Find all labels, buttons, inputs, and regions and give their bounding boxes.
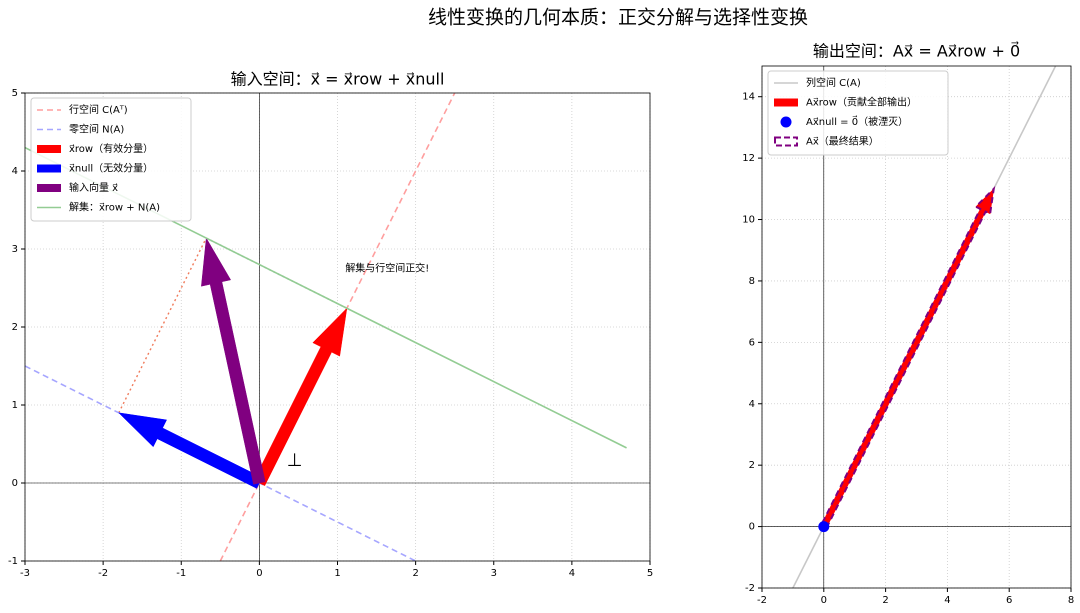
x-tick-label: 2 xyxy=(882,595,888,606)
y-tick-label: 6 xyxy=(749,337,755,348)
plot-area xyxy=(25,93,627,561)
annotation: ⊥ xyxy=(287,450,303,471)
x-tick-label: 0 xyxy=(821,595,827,606)
x-tick-label: 5 xyxy=(647,568,653,579)
plot-area xyxy=(792,66,1057,588)
x-tick-label: 0 xyxy=(256,568,262,579)
y-tick-label: 5 xyxy=(12,88,18,99)
series-line xyxy=(25,365,416,561)
y-tick-label: 4 xyxy=(12,166,18,177)
x-tick-label: -2 xyxy=(757,595,767,606)
x-tick-label: 2 xyxy=(412,568,418,579)
legend-label: x⃗null（无效分量） xyxy=(69,162,153,175)
arrow xyxy=(201,237,266,485)
legend-box xyxy=(767,70,949,156)
legend-swatch xyxy=(37,164,61,173)
y-tick-label: 0 xyxy=(12,478,18,489)
y-tick-label: 2 xyxy=(12,322,18,333)
guide xyxy=(118,237,207,414)
legend-label: Ax⃗null = 0⃗（被湮灭） xyxy=(806,115,908,128)
legend-label: 行空间 C(Aᵀ) xyxy=(69,103,128,116)
legend-swatch xyxy=(37,145,61,153)
subplot-title: 输出空间：Ax⃗ = Ax⃗row + 0⃗ xyxy=(813,41,1020,61)
legend-swatch xyxy=(774,98,798,107)
arrow xyxy=(819,185,996,530)
arrow xyxy=(253,307,348,487)
point xyxy=(818,521,830,533)
legend-label: Ax⃗row（贡献全部输出） xyxy=(806,96,917,109)
y-tick-label: 2 xyxy=(749,460,755,471)
arrow xyxy=(820,188,995,529)
legend-label: x⃗row（有效分量） xyxy=(69,142,153,155)
x-tick-label: 1 xyxy=(334,568,340,579)
legend-label: 零空间 N(A) xyxy=(69,123,124,136)
y-tick-label: 12 xyxy=(742,153,755,164)
x-tick-label: 4 xyxy=(944,595,950,606)
y-tick-label: 1 xyxy=(12,400,18,411)
y-tick-label: -1 xyxy=(8,556,18,567)
legend-swatch xyxy=(780,116,792,128)
y-tick-label: 4 xyxy=(749,399,755,410)
figure-title: 线性变换的几何本质：正交分解与选择性变换 xyxy=(428,7,808,29)
legend-swatch xyxy=(37,184,61,192)
x-tick-label: 4 xyxy=(569,568,575,579)
axes-frame xyxy=(24,92,651,562)
legend-label: 输入向量 x⃗ xyxy=(69,181,118,194)
y-tick-label: 14 xyxy=(742,92,755,103)
x-tick-label: -1 xyxy=(176,568,186,579)
axes-frame xyxy=(761,65,1072,589)
y-tick-label: 8 xyxy=(749,276,755,287)
legend-label: Ax⃗（最终结果） xyxy=(806,135,879,148)
annotation: 解集与行空间正交! xyxy=(345,262,429,275)
arrow xyxy=(118,412,263,489)
y-tick-label: 3 xyxy=(12,244,18,255)
legend-label: 解集：x⃗row + N(A) xyxy=(69,201,160,214)
x-tick-label: 8 xyxy=(1068,595,1074,606)
y-tick-label: 10 xyxy=(742,215,755,226)
y-tick-label: 0 xyxy=(749,522,755,533)
x-tick-label: -2 xyxy=(98,568,108,579)
subplot-title: 输入空间：x⃗ = x⃗row + x⃗null xyxy=(231,70,445,89)
legend-box xyxy=(30,97,192,222)
x-tick-label: 6 xyxy=(1006,595,1012,606)
legend-swatch xyxy=(774,136,798,147)
legend-label: 列空间 C(A) xyxy=(806,76,861,89)
x-tick-label: 3 xyxy=(491,568,497,579)
x-tick-label: -3 xyxy=(20,568,30,579)
y-tick-label: -2 xyxy=(745,583,755,594)
